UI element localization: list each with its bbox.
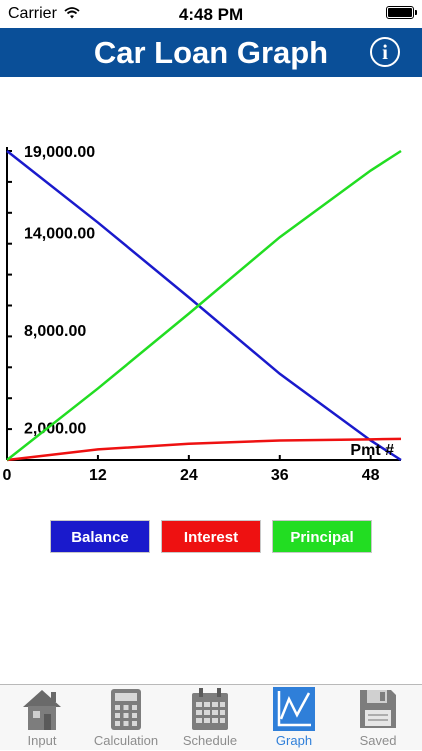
x-tick-label: 12 [89,467,107,484]
wifi-icon [64,6,80,24]
calculator-icon [111,689,141,730]
loan-chart: 0 12 24 36 4819,000.0014,000.008,000.002,000… [3,144,402,484]
tab-input-label: Input [27,733,57,748]
tab-saved-label: Saved [359,733,397,748]
x-tick-label: 48 [362,467,380,484]
legend-balance: Balance [50,520,150,553]
floppy-disk-icon [360,690,396,728]
x-axis-label: Pmt # [350,442,394,459]
x-tick-label: 24 [180,467,198,484]
calendar-icon [192,688,228,730]
carrier-label: Carrier [8,5,57,22]
tab-schedule-label: Schedule [182,733,238,748]
house-icon [23,690,61,730]
tab-calculation[interactable]: Calculation [84,685,168,751]
legend: Balance Interest Principal [0,520,422,553]
legend-balance-label: Balance [71,529,129,546]
y-tick-label: 14,000.00 [24,225,95,242]
legend-principal: Principal [272,520,372,553]
tab-input[interactable]: Input [0,685,84,751]
tab-calculation-label: Calculation [93,733,159,748]
x-tick-label: 0 [3,467,12,484]
status-time: 4:48 PM [178,5,244,24]
y-tick-label: 8,000.00 [24,323,86,340]
info-icon[interactable]: i [370,37,400,67]
status-bar: Carrier 4:48 PM [0,0,422,28]
y-tick-label: 19,000.00 [24,144,95,161]
series-principal-line [6,149,402,461]
tab-schedule[interactable]: Schedule [168,685,252,751]
tab-graph-label: Graph [275,733,313,748]
series-interest-line [6,437,402,462]
legend-interest: Interest [161,520,261,553]
graph-icon [273,687,315,731]
battery-icon [386,6,417,19]
tab-bar: Input Calculation Schedule [0,684,422,750]
legend-principal-label: Principal [290,529,354,546]
page-title: Car Loan Graph [93,35,329,70]
tab-graph[interactable]: Graph [252,685,336,751]
legend-interest-label: Interest [183,529,239,546]
x-tick-label: 36 [271,467,289,484]
series-balance-line [6,150,402,462]
nav-bar: Car Loan Graph i [0,28,422,77]
tab-saved[interactable]: Saved [336,685,420,751]
